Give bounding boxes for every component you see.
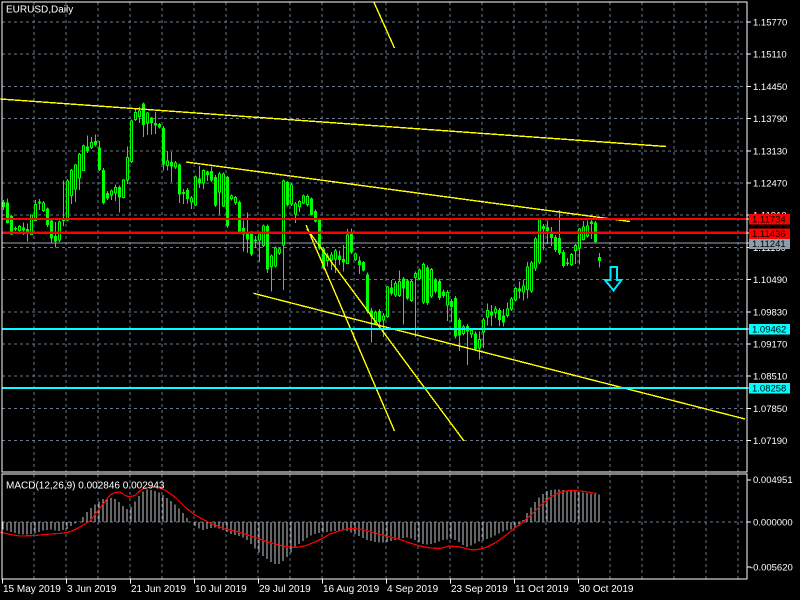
svg-text:1.11734: 1.11734	[752, 215, 786, 226]
svg-text:-0.005620: -0.005620	[750, 563, 793, 574]
svg-text:1.12470: 1.12470	[753, 179, 787, 190]
svg-text:1.10490: 1.10490	[753, 275, 787, 286]
svg-text:1.09170: 1.09170	[753, 340, 787, 351]
svg-text:1.14450: 1.14450	[753, 82, 787, 93]
svg-text:1.13790: 1.13790	[753, 114, 787, 125]
svg-text:11 Oct 2019: 11 Oct 2019	[515, 584, 569, 595]
svg-text:3 Jun 2019: 3 Jun 2019	[67, 584, 117, 595]
svg-text:MACD(12,26,9) 0.002846 0.00294: MACD(12,26,9) 0.002846 0.002943	[6, 481, 165, 492]
svg-text:1.07850: 1.07850	[753, 404, 787, 415]
svg-text:1.11436: 1.11436	[752, 229, 786, 240]
svg-text:23 Sep 2019: 23 Sep 2019	[451, 584, 508, 595]
svg-text:4 Sep 2019: 4 Sep 2019	[387, 584, 439, 595]
svg-text:1.15110: 1.15110	[753, 50, 787, 61]
svg-text:0.000000: 0.000000	[753, 518, 793, 529]
svg-text:1.07190: 1.07190	[753, 436, 787, 447]
svg-text:29 Jul 2019: 29 Jul 2019	[259, 584, 311, 595]
svg-text:30 Oct 2019: 30 Oct 2019	[579, 584, 634, 595]
svg-text:EURUSD,Daily: EURUSD,Daily	[6, 5, 73, 16]
svg-text:1.13130: 1.13130	[753, 146, 787, 157]
svg-text:21 Jun 2019: 21 Jun 2019	[131, 584, 186, 595]
svg-text:15 May 2019: 15 May 2019	[3, 584, 61, 595]
svg-text:1.15770: 1.15770	[753, 18, 787, 29]
svg-text:10 Jul 2019: 10 Jul 2019	[195, 584, 247, 595]
svg-text:1.08258: 1.08258	[752, 384, 786, 395]
svg-text:16 Aug 2019: 16 Aug 2019	[323, 584, 380, 595]
svg-text:1.08510: 1.08510	[753, 372, 787, 383]
svg-text:1.09830: 1.09830	[753, 307, 787, 318]
svg-text:0.004951: 0.004951	[753, 475, 793, 486]
svg-text:1.09462: 1.09462	[752, 325, 786, 336]
svg-text:1.11241: 1.11241	[752, 239, 786, 250]
